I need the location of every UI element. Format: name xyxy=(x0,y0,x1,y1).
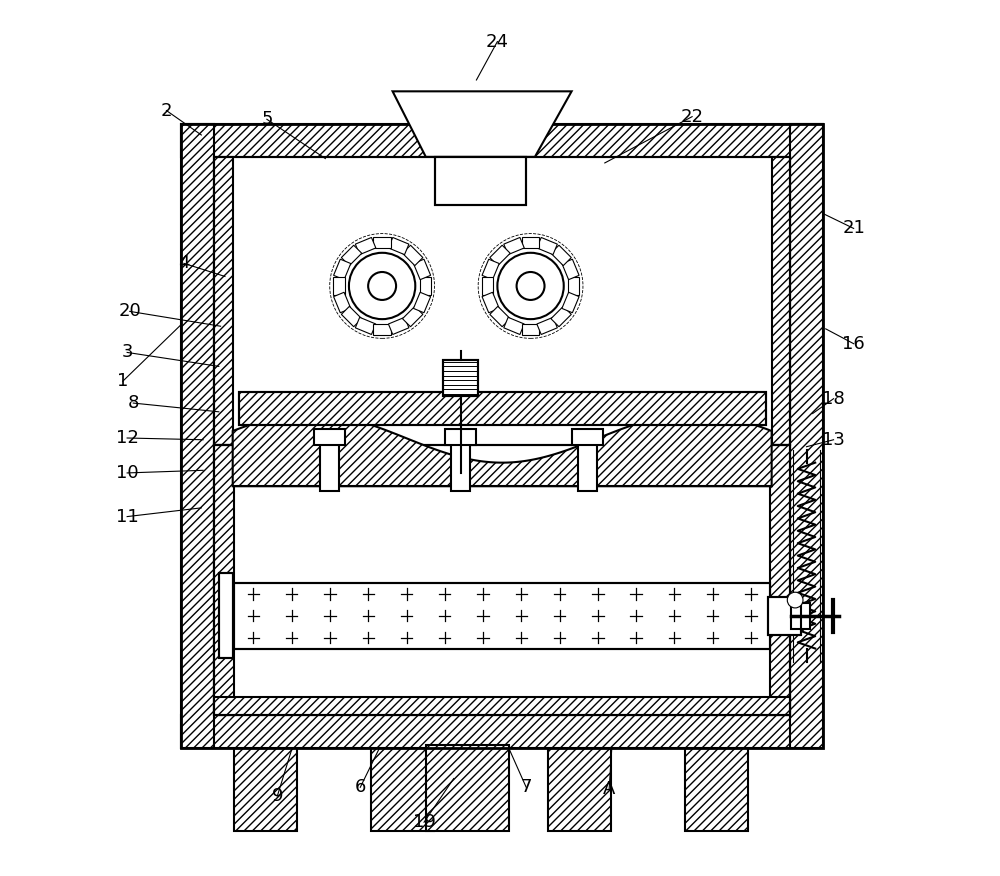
Bar xyxy=(548,745,611,831)
Bar xyxy=(435,157,526,205)
Bar xyxy=(219,574,233,658)
Bar xyxy=(426,745,509,831)
Polygon shape xyxy=(482,293,499,313)
Bar xyxy=(770,445,790,715)
Circle shape xyxy=(787,592,803,608)
Polygon shape xyxy=(522,323,539,335)
Text: 19: 19 xyxy=(413,813,435,831)
Polygon shape xyxy=(537,237,557,255)
Text: 12: 12 xyxy=(116,429,139,447)
Bar xyxy=(234,745,297,831)
Polygon shape xyxy=(334,293,351,313)
Bar xyxy=(451,441,470,491)
Polygon shape xyxy=(537,317,557,335)
Text: 10: 10 xyxy=(116,464,138,482)
Bar xyxy=(314,429,345,445)
Bar xyxy=(320,441,339,491)
Polygon shape xyxy=(490,245,510,265)
Polygon shape xyxy=(490,307,510,327)
Bar xyxy=(214,445,234,715)
Bar xyxy=(181,124,214,748)
Text: 5: 5 xyxy=(261,110,273,128)
Text: 16: 16 xyxy=(842,335,865,353)
Bar xyxy=(435,157,526,205)
Text: 22: 22 xyxy=(681,108,704,125)
Polygon shape xyxy=(504,317,524,335)
Circle shape xyxy=(517,272,545,300)
Bar xyxy=(234,583,770,648)
Polygon shape xyxy=(402,245,423,265)
Bar xyxy=(181,124,823,748)
Text: 24: 24 xyxy=(486,32,509,51)
Text: 6: 6 xyxy=(355,778,366,796)
Polygon shape xyxy=(504,237,524,255)
Polygon shape xyxy=(413,259,431,279)
Polygon shape xyxy=(562,293,579,313)
Circle shape xyxy=(497,253,564,319)
Bar xyxy=(214,157,790,445)
Bar xyxy=(181,715,823,748)
Bar xyxy=(578,441,597,491)
Polygon shape xyxy=(551,245,571,265)
Bar xyxy=(768,597,801,635)
Bar xyxy=(445,429,476,445)
Polygon shape xyxy=(334,259,351,279)
Bar xyxy=(214,445,790,715)
Bar xyxy=(772,157,790,445)
Text: 20: 20 xyxy=(118,302,141,321)
Bar xyxy=(443,360,478,396)
Bar xyxy=(214,696,790,715)
Polygon shape xyxy=(482,277,493,294)
Bar xyxy=(790,124,823,748)
Polygon shape xyxy=(388,317,409,335)
Text: 13: 13 xyxy=(822,431,845,449)
Circle shape xyxy=(368,272,396,300)
Polygon shape xyxy=(551,307,571,327)
Bar xyxy=(572,429,603,445)
Polygon shape xyxy=(420,277,431,294)
Bar xyxy=(443,360,478,396)
Text: 1: 1 xyxy=(117,372,128,390)
Polygon shape xyxy=(373,237,391,249)
Polygon shape xyxy=(355,237,376,255)
Polygon shape xyxy=(568,277,579,294)
Polygon shape xyxy=(233,413,772,486)
Polygon shape xyxy=(373,323,391,335)
Bar xyxy=(791,603,810,629)
Circle shape xyxy=(349,253,415,319)
Polygon shape xyxy=(388,237,409,255)
Text: 7: 7 xyxy=(520,778,532,796)
Polygon shape xyxy=(341,245,362,265)
Polygon shape xyxy=(413,293,431,313)
Bar xyxy=(239,392,766,425)
Bar xyxy=(239,392,766,425)
Bar xyxy=(214,157,233,445)
Text: 18: 18 xyxy=(822,390,845,407)
Polygon shape xyxy=(341,307,362,327)
Text: 11: 11 xyxy=(116,507,139,526)
Polygon shape xyxy=(522,237,539,249)
Polygon shape xyxy=(355,317,376,335)
Text: A: A xyxy=(603,780,615,798)
Text: 2: 2 xyxy=(161,102,172,119)
Bar xyxy=(219,574,233,658)
Polygon shape xyxy=(482,259,499,279)
Polygon shape xyxy=(393,91,572,157)
Bar xyxy=(181,124,823,157)
Bar xyxy=(768,597,801,635)
Text: 9: 9 xyxy=(272,787,283,805)
Bar xyxy=(685,745,748,831)
Polygon shape xyxy=(333,277,345,294)
Polygon shape xyxy=(562,259,579,279)
Bar xyxy=(371,745,434,831)
Bar xyxy=(234,583,770,648)
Text: 21: 21 xyxy=(842,219,865,237)
Polygon shape xyxy=(402,307,423,327)
Text: 3: 3 xyxy=(121,343,133,362)
Text: 8: 8 xyxy=(128,394,139,412)
Text: 4: 4 xyxy=(178,254,190,272)
